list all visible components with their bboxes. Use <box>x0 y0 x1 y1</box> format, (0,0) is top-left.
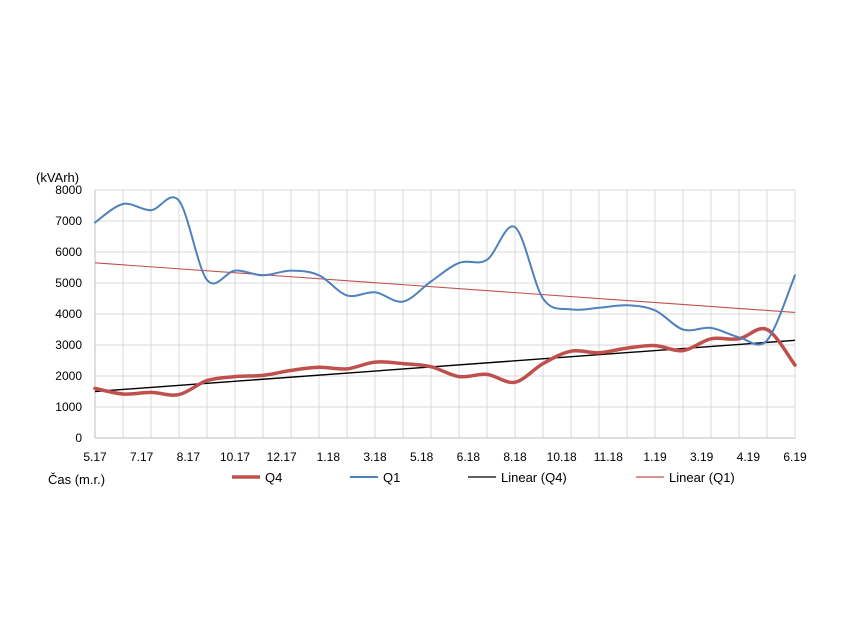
x-tick-label: 1.18 <box>317 450 341 464</box>
series-line-q1 <box>94 196 796 346</box>
legend-label-linear-q4: Linear (Q4) <box>501 470 567 485</box>
legend-label-q4: Q4 <box>265 470 282 485</box>
x-tick-label: 6.19 <box>783 450 807 464</box>
x-tick-label: 4.19 <box>737 450 761 464</box>
chart-axes: 0 1000 2000 3000 4000 5000 6000 7000 8000 5.17 7.1… <box>36 170 807 487</box>
chart-grid <box>95 189 796 438</box>
y-tick-label: 7000 <box>55 214 82 228</box>
x-tick-label: 5.18 <box>410 450 434 464</box>
y-tick-label: 2000 <box>55 369 82 383</box>
x-tick-label: 1.19 <box>643 450 667 464</box>
trend-line-linear-q1 <box>94 262 796 313</box>
x-tick-label: 8.17 <box>177 450 201 464</box>
y-tick-label: 3000 <box>55 338 82 352</box>
x-tick-label: 12.17 <box>267 450 297 464</box>
x-tick-label: 3.19 <box>690 450 714 464</box>
x-tick-label: 5.17 <box>83 450 107 464</box>
x-tick-label: 7.17 <box>130 450 154 464</box>
chart-series <box>93 196 797 397</box>
legend-label-q1: Q1 <box>383 470 400 485</box>
x-axis-title: Čas (m.r.) <box>48 472 105 487</box>
y-tick-label: 1000 <box>55 400 82 414</box>
y-tick-label: 5000 <box>55 276 82 290</box>
y-tick-label: 0 <box>75 431 82 445</box>
y-tick-label: 8000 <box>55 183 82 197</box>
x-tick-label: 3.18 <box>363 450 387 464</box>
legend-label-linear-q1: Linear (Q1) <box>669 470 735 485</box>
x-tick-label: 6.18 <box>457 450 481 464</box>
y-axis-unit-label: (kVArh) <box>36 170 79 185</box>
series-line-q4 <box>93 326 797 397</box>
x-tick-label: 10.17 <box>220 450 250 464</box>
chart-legend: Q4 Q1 Linear (Q4) Linear (Q1) <box>232 470 735 485</box>
x-tick-label: 10.18 <box>547 450 577 464</box>
y-tick-label: 6000 <box>55 245 82 259</box>
y-tick-label: 4000 <box>55 307 82 321</box>
x-tick-label: 11.18 <box>594 450 623 464</box>
x-tick-label: 8.18 <box>503 450 527 464</box>
